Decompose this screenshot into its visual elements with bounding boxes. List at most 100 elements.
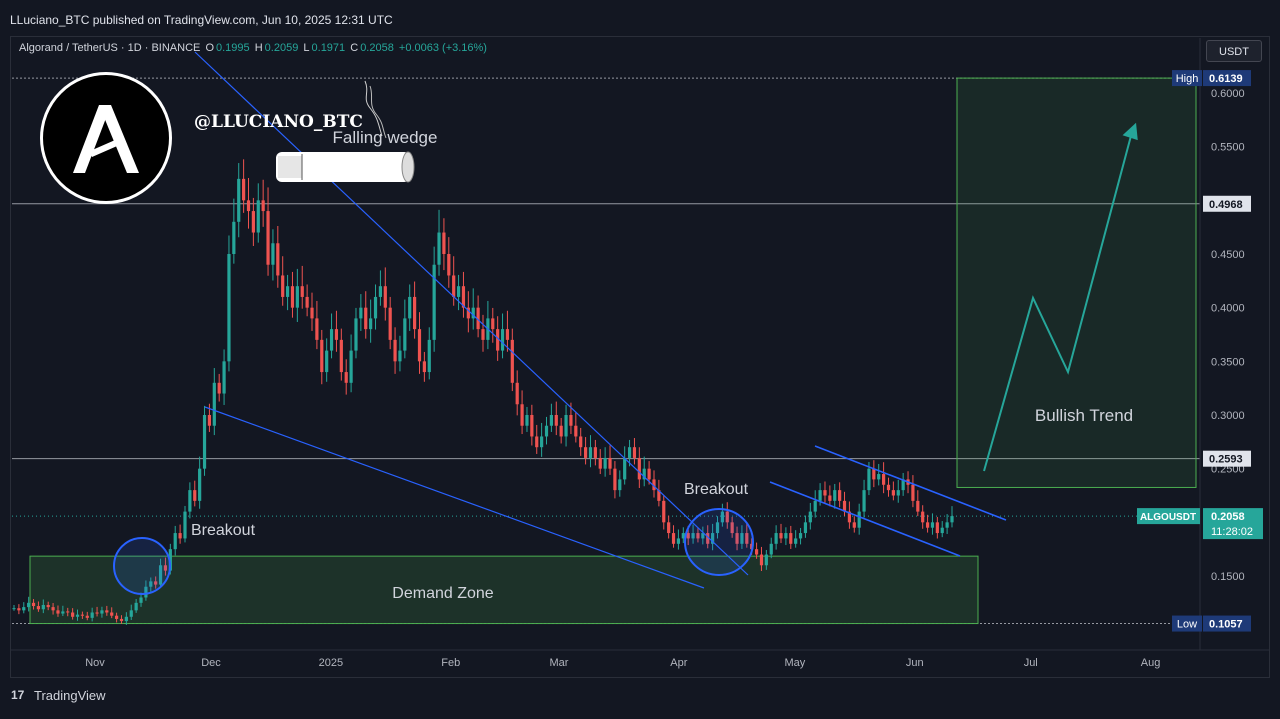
candle-body — [706, 533, 710, 544]
close-key: C — [350, 42, 359, 54]
demand-zone-box — [29, 555, 979, 625]
candle-body — [256, 200, 260, 233]
candle-body — [285, 286, 290, 297]
candle-body — [452, 275, 456, 297]
candle-body — [320, 339, 324, 373]
candle-body — [613, 468, 617, 491]
candle-body — [857, 511, 861, 528]
candle-body — [544, 425, 549, 437]
projection-arrowhead — [1122, 122, 1138, 141]
candle-body — [334, 329, 339, 340]
candle-body — [481, 329, 485, 340]
candle-body — [149, 581, 153, 587]
candle-body — [813, 500, 817, 512]
candle-body — [105, 610, 109, 613]
breakout-label-2: Breakout — [684, 481, 749, 498]
candle-body — [242, 178, 246, 201]
candle-body — [574, 425, 578, 437]
candle-body — [310, 307, 314, 319]
last-price-badge — [1203, 508, 1263, 540]
candle-body — [281, 275, 285, 297]
candle-body — [31, 602, 36, 607]
y-tick-label: 0.4500 — [1211, 249, 1245, 261]
candle-body — [862, 490, 866, 512]
candle-body — [593, 447, 597, 458]
candle-body — [554, 415, 558, 426]
candle-body — [295, 286, 299, 308]
candle-body — [828, 495, 832, 501]
candle-body — [359, 307, 363, 319]
candle-body — [647, 468, 651, 480]
candle-body — [217, 382, 221, 394]
currency-button[interactable]: USDT — [1206, 40, 1262, 62]
candle-body — [798, 533, 803, 539]
open-key: O — [205, 42, 214, 54]
high-key: H — [254, 42, 263, 54]
candle-body — [383, 286, 387, 308]
cigar-icon — [276, 80, 415, 183]
marker-value-bg — [1203, 195, 1251, 212]
breakout-label-1: Breakout — [191, 522, 256, 539]
candle-body — [681, 533, 685, 539]
candle-body — [725, 511, 729, 523]
candle-body — [735, 533, 739, 544]
candle-body — [505, 329, 510, 340]
candle-body — [916, 500, 920, 512]
candle-body — [22, 607, 26, 611]
candle-body — [80, 614, 84, 616]
close-value: 0.2058 — [360, 42, 394, 54]
candle-body — [46, 604, 50, 608]
candle-body — [432, 264, 436, 340]
candle-body — [339, 339, 343, 373]
footer: 17 TradingView — [0, 680, 1280, 719]
marker-value-bg — [1203, 615, 1251, 632]
candle-body — [75, 614, 80, 617]
candle-body — [364, 307, 368, 330]
author-handle: @LLUCIANO_BTC — [194, 112, 363, 132]
candle-body — [437, 232, 441, 265]
candle-body — [349, 350, 353, 383]
candle-body — [290, 286, 295, 308]
candle-body — [608, 457, 612, 469]
candle-body — [794, 538, 798, 544]
candle-body — [671, 533, 676, 544]
candle-body — [466, 307, 470, 319]
wedge-upper-line — [194, 51, 749, 576]
marker-value: 0.4968 — [1209, 199, 1243, 211]
candle-body — [27, 602, 31, 608]
candle-body — [134, 602, 138, 611]
candle-body — [110, 612, 114, 616]
x-tick-label: Aug — [1141, 657, 1161, 669]
candle-body — [877, 474, 881, 480]
candle-body — [129, 610, 133, 617]
candle-body — [637, 457, 641, 480]
candle-body — [891, 490, 895, 496]
tradingview-brand[interactable]: TradingView — [34, 688, 106, 703]
candle-body — [403, 318, 407, 351]
candle-body — [188, 490, 192, 512]
candle-body — [901, 479, 905, 491]
candle-body — [774, 533, 778, 544]
candle-body — [838, 490, 842, 501]
candle-body — [300, 286, 304, 297]
x-tick-label: Nov — [85, 657, 105, 669]
breakout-circle-2 — [684, 508, 754, 576]
candle-body — [158, 565, 163, 585]
symbol-name[interactable]: Algorand / TetherUS · 1D · BINANCE — [19, 42, 201, 54]
candle-body — [950, 516, 954, 523]
candle-body — [398, 350, 402, 362]
candle-body — [784, 533, 788, 539]
candle-body — [461, 286, 466, 308]
y-tick-label: 0.5500 — [1211, 142, 1245, 154]
candle-body — [427, 339, 431, 373]
marker-value: 0.2593 — [1209, 454, 1243, 466]
candle-body — [61, 611, 65, 614]
candle-body — [369, 318, 373, 330]
candle-body — [564, 415, 568, 437]
candle-body — [261, 200, 265, 212]
candle-body — [535, 436, 539, 448]
candle-body — [266, 211, 270, 265]
candle-body — [422, 361, 426, 373]
x-tick-label: Jul — [1024, 657, 1038, 669]
